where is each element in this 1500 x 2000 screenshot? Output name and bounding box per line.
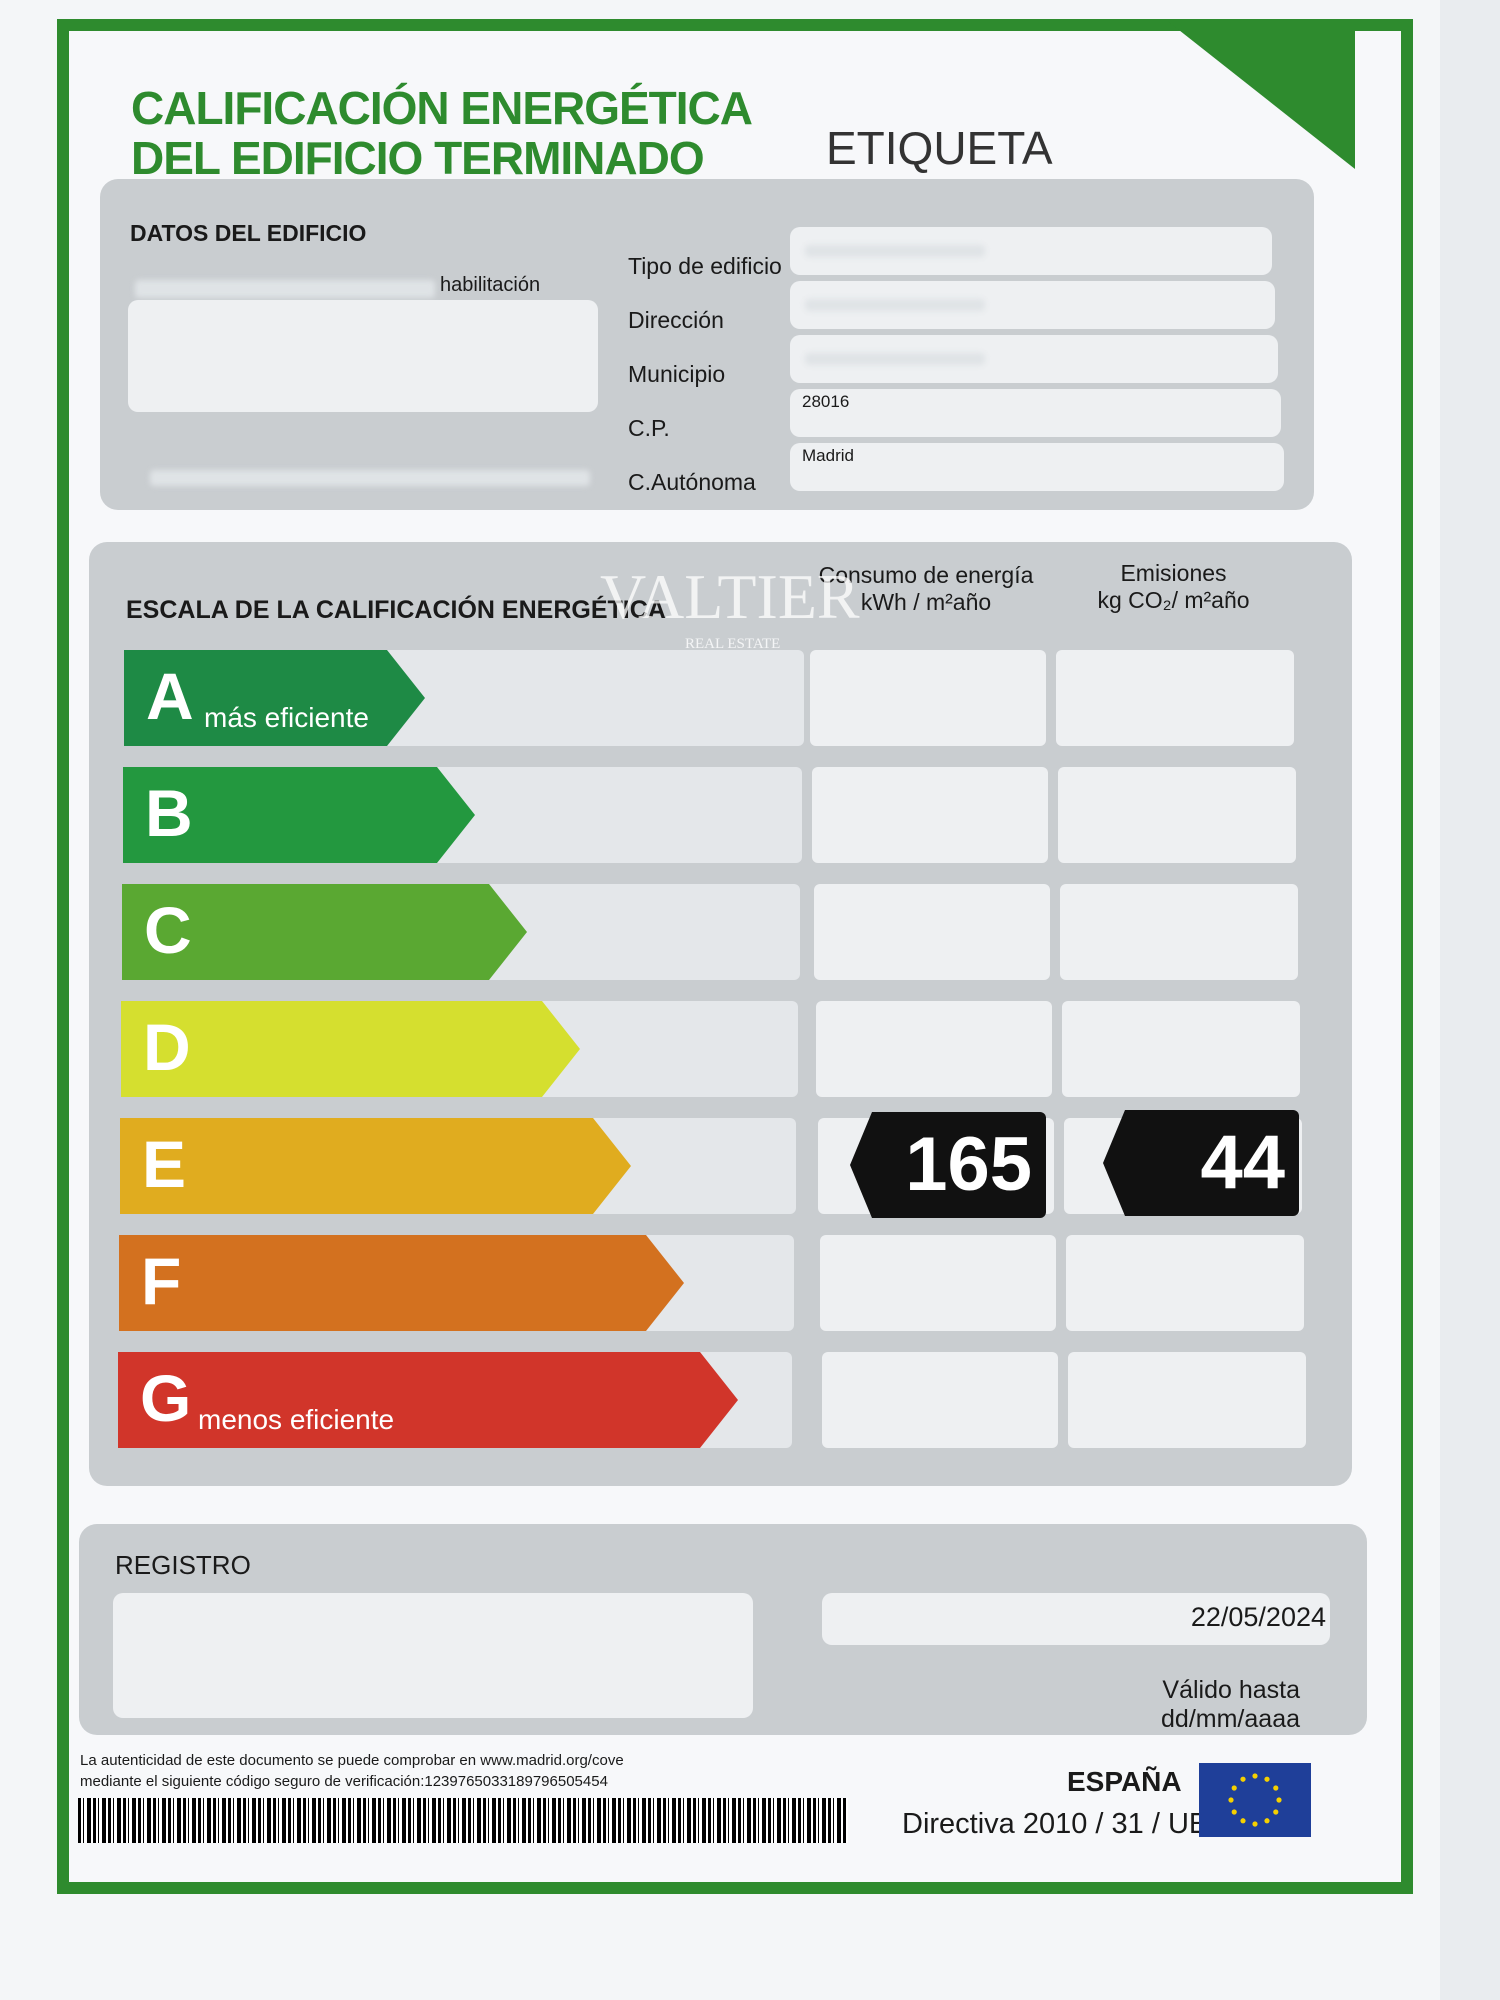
rating-letter: B (145, 776, 193, 850)
watermark-sub: REAL ESTATE (685, 636, 781, 652)
barcode (78, 1798, 848, 1843)
redacted-text (135, 280, 435, 298)
eu-star (1264, 1818, 1270, 1824)
eu-star (1231, 1809, 1237, 1815)
building-data-title: DATOS DEL EDIFICIO (130, 220, 367, 246)
eu-star (1240, 1818, 1246, 1824)
watermark-brand: VALTIER (600, 561, 860, 632)
rating-bar-d: D (121, 1001, 580, 1097)
field-label: Municipio (628, 361, 726, 387)
verification-line2: mediante el siguiente código seguro de v… (80, 1773, 608, 1790)
redacted-value (805, 245, 985, 257)
registro-title: REGISTRO (115, 1550, 251, 1580)
eu-star (1240, 1776, 1246, 1782)
green-corner (1165, 19, 1355, 169)
rating-letter: F (141, 1244, 182, 1318)
consumption-cell (820, 1235, 1056, 1331)
field-label: C.P. (628, 415, 670, 441)
emissions-cell (1066, 1235, 1304, 1331)
emissions-badge: 44 (1103, 1110, 1299, 1216)
emissions-cell (1060, 884, 1298, 980)
consumption-cell (822, 1352, 1058, 1448)
title-line2: DEL EDIFICIO TERMINADO (131, 132, 705, 184)
emissions-unit: kg CO₂/ m²año (1097, 587, 1250, 613)
eu-star (1273, 1809, 1279, 1815)
rating-subtitle: menos eficiente (198, 1404, 395, 1435)
eu-star (1231, 1785, 1237, 1791)
rating-letter: G (140, 1361, 192, 1435)
emissions-header: Emisiones kg CO₂/ m²año (1052, 560, 1295, 614)
emissions-cell (1062, 1001, 1300, 1097)
rating-letter: E (142, 1127, 187, 1201)
registro-date: 22/05/2024 (1190, 1602, 1326, 1632)
title-line1: CALIFICACIÓN ENERGÉTICA (131, 82, 753, 134)
rating-letter: C (144, 893, 192, 967)
emissions-cell (1068, 1352, 1306, 1448)
field-label: C.Autónoma (628, 469, 756, 495)
directive: Directiva 2010 / 31 / UE (902, 1808, 1209, 1840)
eu-star (1264, 1776, 1270, 1782)
consumption-badge: 165 (850, 1112, 1046, 1218)
emissions-cell (1058, 767, 1296, 863)
consumption-cell (814, 884, 1050, 980)
emissions-header-line1: Emisiones (1120, 560, 1227, 586)
redacted-value (805, 299, 985, 311)
scale-title: ESCALA DE LA CALIFICACIÓN ENERGÉTICA (126, 596, 666, 624)
eu-star (1276, 1797, 1282, 1803)
rating-bar-a: A más eficiente (124, 650, 425, 746)
rating-subtitle: más eficiente (204, 702, 369, 733)
verification-line1: La autenticidad de este documento se pue… (80, 1752, 624, 1769)
field-value: 28016 (802, 392, 850, 411)
rating-bar-b: B (123, 767, 475, 863)
rating-bar-f: F (119, 1235, 684, 1331)
rating-bar-c: C (122, 884, 527, 980)
registro-field (113, 1593, 753, 1718)
eu-flag-icon (1199, 1763, 1311, 1837)
rating-bar-e: E (120, 1118, 631, 1214)
consumption-cell (816, 1001, 1052, 1097)
consumption-cell (810, 650, 1046, 746)
consumption-header-line1: Consumo de energía (818, 562, 1034, 588)
eu-star (1273, 1785, 1279, 1791)
eu-star (1228, 1797, 1234, 1803)
rating-letter: A (146, 659, 194, 733)
field-value-box (790, 389, 1281, 437)
rating-bar-g: G menos eficiente (118, 1352, 738, 1448)
redacted-field (128, 300, 598, 412)
consumption-unit: kWh / m²año (860, 589, 992, 615)
redacted-value (805, 353, 985, 365)
consumption-header: Consumo de energía kWh / m²año (806, 562, 1046, 616)
field-value-box (790, 443, 1284, 491)
partial-text: habilitación (440, 274, 541, 296)
field-label: Tipo de edificio (628, 253, 782, 279)
emissions-cell (1056, 650, 1294, 746)
valid-until: Válido hasta dd/mm/aaaa (1161, 1676, 1300, 1733)
field-label: Dirección (628, 307, 724, 333)
eu-star (1252, 1773, 1258, 1779)
field-value: Madrid (802, 446, 854, 465)
etiqueta-label: ETIQUETA (826, 122, 1053, 174)
consumption-cell (812, 767, 1048, 863)
redacted-text (150, 470, 590, 486)
eu-star (1252, 1821, 1258, 1827)
country: ESPAÑA (1067, 1766, 1182, 1797)
date-field (822, 1593, 1330, 1645)
rating-letter: D (143, 1010, 191, 1084)
